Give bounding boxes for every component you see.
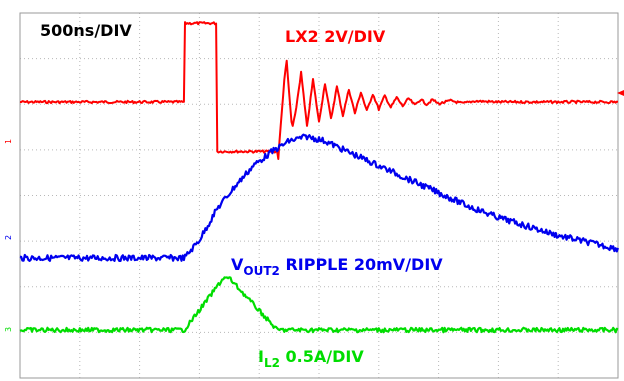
series-label-vout2: VOUT2 RIPPLE 20mV/DIV: [231, 255, 443, 278]
timebase-label: 500ns/DIV: [40, 21, 132, 40]
series-label-vout2-main: V: [231, 255, 244, 274]
channel-markers: 1 2 3: [4, 90, 624, 332]
channel-marker-3: 3: [4, 327, 13, 332]
waveform-traces: [19, 21, 620, 334]
series-label-il2: IL2 0.5A/DIV: [258, 347, 364, 370]
graticule-border: [19, 12, 619, 379]
series-label-il2-main: I: [258, 347, 264, 366]
series-label-vout2-rest: RIPPLE 20mV/DIV: [280, 255, 443, 274]
trigger-level-marker: [617, 90, 624, 96]
trace-il2: [19, 276, 619, 334]
trace-vout2: [19, 133, 620, 262]
series-label-lx2: LX2 2V/DIV: [285, 27, 386, 46]
graticule: [19, 12, 619, 379]
trace-lx2: [19, 21, 619, 160]
channel-marker-1: 1: [4, 139, 13, 144]
series-label-il2-sub: L2: [264, 356, 280, 370]
series-label-vout2-sub: OUT2: [243, 264, 279, 278]
channel-marker-2: 2: [4, 235, 13, 240]
series-label-il2-rest: 0.5A/DIV: [280, 347, 364, 366]
